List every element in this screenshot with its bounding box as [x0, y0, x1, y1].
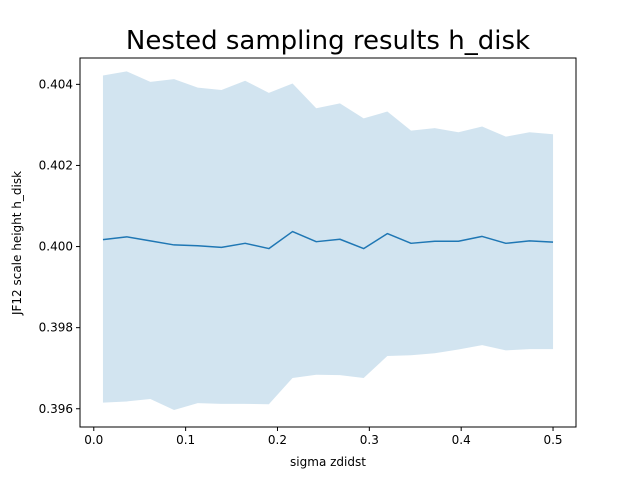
x-tick-label: 0.1 — [176, 433, 195, 447]
x-tick-label: 0.5 — [543, 433, 562, 447]
x-tick-label: 0.4 — [452, 433, 471, 447]
y-tick-label: 0.396 — [39, 402, 73, 416]
x-tick-label: 0.3 — [360, 433, 379, 447]
y-tick-label: 0.400 — [39, 240, 73, 254]
chart-title: Nested sampling results h_disk — [126, 26, 530, 56]
x-tick-label: 0.0 — [84, 433, 103, 447]
x-axis-label: sigma zdidst — [290, 455, 366, 469]
axes-frame — [79, 57, 577, 428]
y-tick-label: 0.402 — [39, 158, 73, 172]
y-tick-label: 0.398 — [39, 321, 73, 335]
series-line — [102, 230, 554, 250]
y-axis-label: JF12 scale height h_disk — [10, 171, 24, 316]
y-tick-label: 0.404 — [39, 77, 73, 91]
axes: 0.0 0.1 0.2 0.3 0.4 0.5 0.396 0.398 0.400 0.402 0.… — [39, 57, 577, 447]
x-tick-label: 0.2 — [268, 433, 287, 447]
plot-area — [102, 71, 554, 410]
